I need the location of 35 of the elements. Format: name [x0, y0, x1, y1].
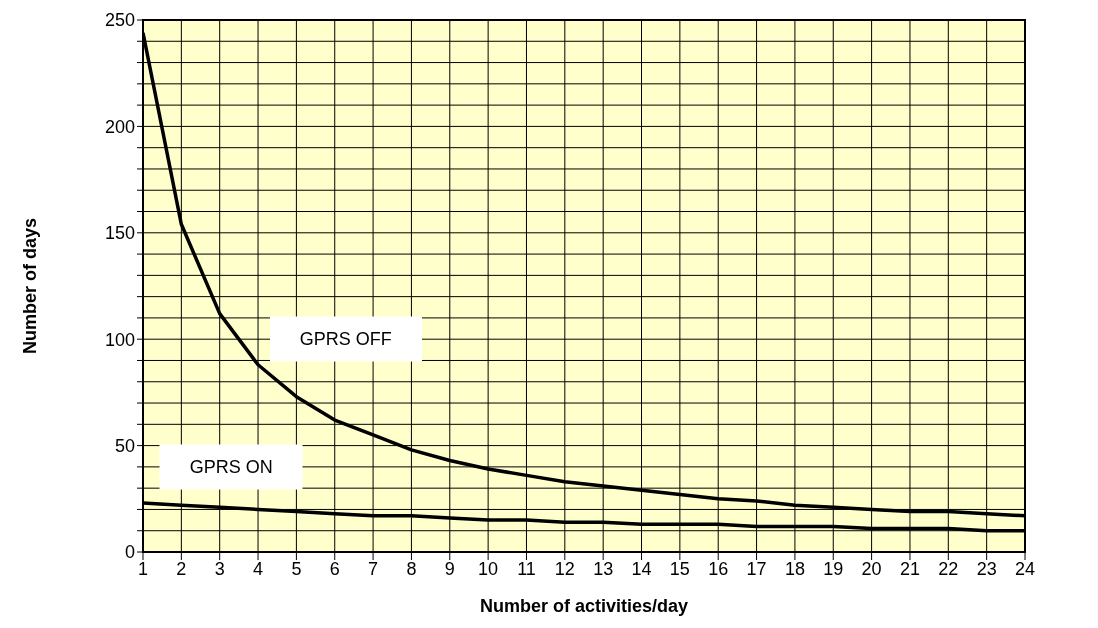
y-tick-label: 100 — [104, 329, 135, 350]
x-tick-label: 3 — [214, 558, 225, 579]
x-tick-label: 12 — [554, 558, 575, 579]
x-tick-label: 10 — [478, 558, 499, 579]
x-tick-label: 14 — [631, 558, 652, 579]
x-tick-label: 13 — [593, 558, 614, 579]
x-tick-label: 20 — [861, 558, 882, 579]
x-tick-label: 23 — [976, 558, 997, 579]
x-tick-label: 9 — [444, 558, 455, 579]
y-tick-label: 250 — [104, 10, 135, 31]
y-tick-label: 0 — [124, 542, 135, 563]
series-label: GPRS ON — [189, 456, 273, 477]
x-tick-label: 15 — [669, 558, 690, 579]
y-axis-title: Number of days — [19, 217, 41, 355]
x-tick-label: 2 — [176, 558, 187, 579]
y-tick-label: 200 — [104, 116, 135, 137]
x-tick-label: 5 — [291, 558, 302, 579]
x-tick-label: 18 — [784, 558, 805, 579]
y-tick-label: 50 — [114, 435, 135, 456]
x-tick-label: 4 — [253, 558, 264, 579]
y-tick-label: 150 — [104, 223, 135, 244]
x-tick-label: 7 — [368, 558, 379, 579]
text-box: GPRS OFF — [269, 316, 422, 362]
x-tick-label: 19 — [823, 558, 844, 579]
text-box: GPRS ON — [159, 444, 303, 490]
x-tick-label: 22 — [938, 558, 959, 579]
x-tick-label: 21 — [899, 558, 920, 579]
x-tick-label: 1 — [137, 558, 149, 579]
x-tick-label: 11 — [517, 558, 536, 579]
x-tick-label: 17 — [746, 558, 767, 579]
x-tick-label: 8 — [406, 558, 417, 579]
x-tick-label: 24 — [1014, 558, 1036, 579]
x-tick-label: 16 — [708, 558, 729, 579]
x-tick-label: 6 — [329, 558, 340, 579]
x-axis-title: Number of activities/day — [479, 596, 689, 617]
